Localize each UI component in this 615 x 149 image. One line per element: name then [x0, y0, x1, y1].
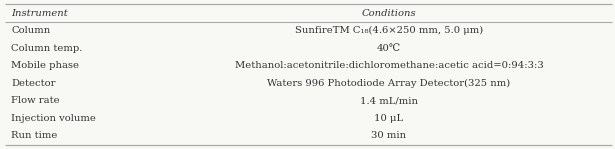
- Text: Column: Column: [11, 26, 50, 35]
- Text: Methanol:acetonitrile:dichloromethane:acetic acid=0:94:3:3: Methanol:acetonitrile:dichloromethane:ac…: [234, 61, 544, 70]
- Text: Mobile phase: Mobile phase: [11, 61, 79, 70]
- Text: 1.4 mL/min: 1.4 mL/min: [360, 96, 418, 105]
- Text: Instrument: Instrument: [11, 9, 68, 18]
- Text: 10 μL: 10 μL: [375, 114, 403, 123]
- Text: Conditions: Conditions: [362, 9, 416, 18]
- Text: SunfireTM C₁₈(4.6×250 mm, 5.0 μm): SunfireTM C₁₈(4.6×250 mm, 5.0 μm): [295, 26, 483, 35]
- Text: Column temp.: Column temp.: [11, 44, 82, 53]
- Text: Waters 996 Photodiode Array Detector(325 nm): Waters 996 Photodiode Array Detector(325…: [268, 79, 510, 88]
- Text: 40℃: 40℃: [377, 44, 401, 53]
- Text: Detector: Detector: [11, 79, 55, 88]
- Text: Run time: Run time: [11, 131, 57, 140]
- Text: 30 min: 30 min: [371, 131, 407, 140]
- Text: Injection volume: Injection volume: [11, 114, 96, 123]
- Text: Flow rate: Flow rate: [11, 96, 60, 105]
